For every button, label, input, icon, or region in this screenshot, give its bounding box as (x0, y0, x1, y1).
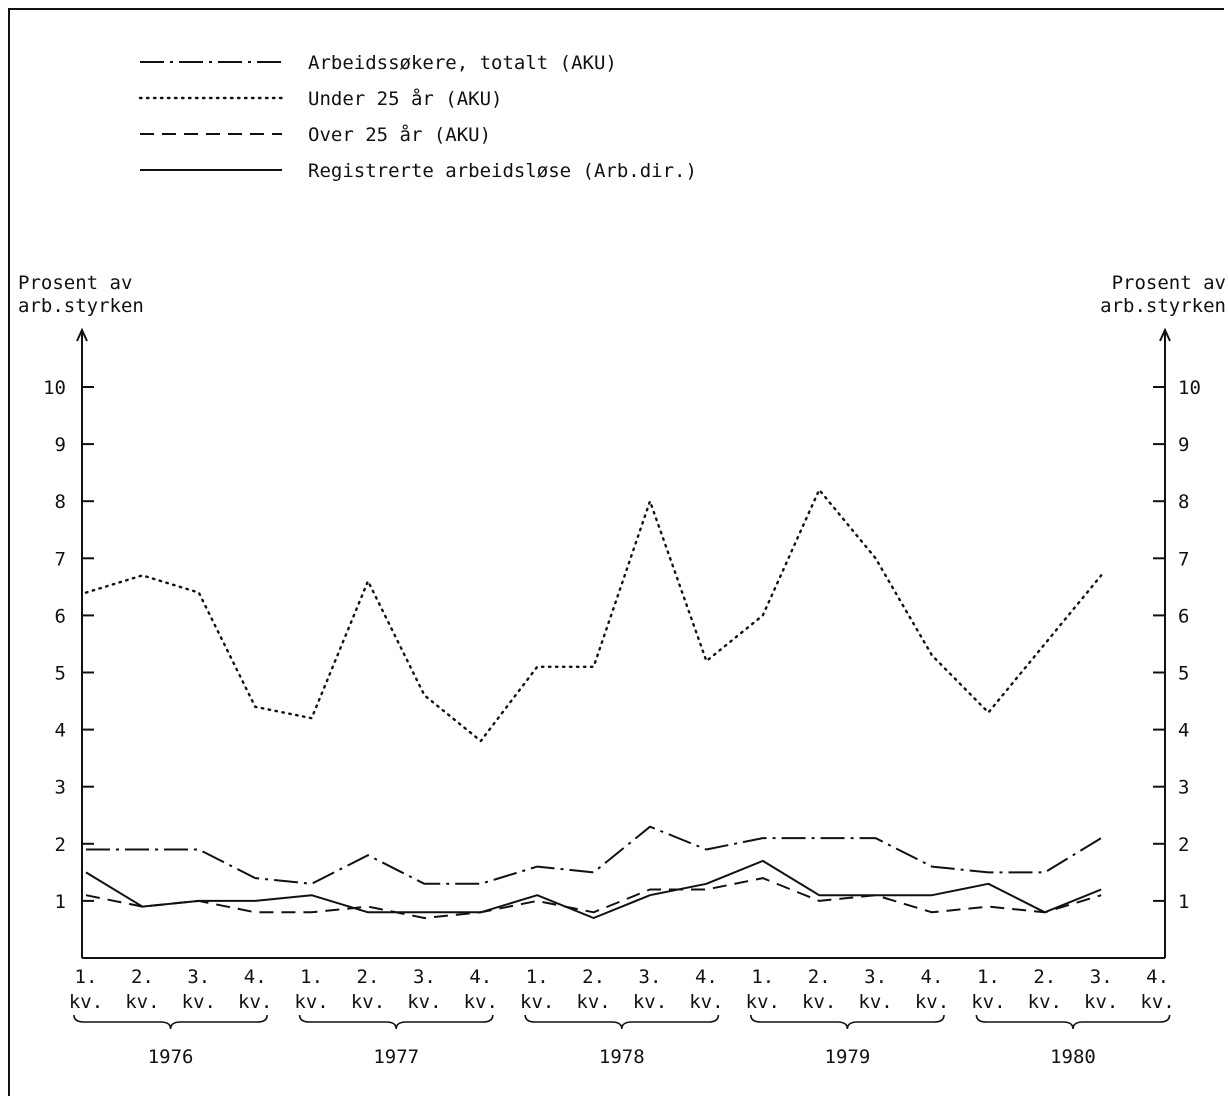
left-y-tick-label-2: 2 (55, 834, 66, 856)
chart-legend: Arbeidssøkere, totalt (AKU) Under 25 år (… (138, 52, 697, 182)
right-y-tick-label-5: 5 (1178, 663, 1189, 685)
x-tick-label-kv: kv. (407, 991, 441, 1013)
year-brace-1978 (524, 1014, 720, 1030)
series-line-registered (85, 859, 1102, 919)
x-tick-label-quarter: 4. (469, 966, 492, 988)
right-axis-title-line-2: arb.styrken (1100, 295, 1226, 317)
year-label-1976: 1976 (148, 1046, 194, 1068)
left-y-tick-label-9: 9 (55, 434, 66, 456)
year-brace-1977 (298, 1014, 494, 1030)
x-tick-label-quarter: 1. (977, 966, 1000, 988)
year-brace-1979 (750, 1014, 945, 1030)
x-tick-label-kv: kv. (294, 991, 328, 1013)
x-tick-label-kv: kv. (125, 991, 159, 1013)
x-tick-label-quarter: 2. (808, 966, 831, 988)
chart-series (84, 488, 1103, 919)
x-tick-label-quarter: 1. (300, 966, 323, 988)
legend-label-over25: Over 25 år (AKU) (308, 123, 491, 146)
series-line-total (86, 825, 1102, 885)
x-tick-label-quarter: 3. (413, 966, 436, 988)
legend-label-total: Arbeidssøkere, totalt (AKU) (308, 52, 617, 74)
x-tick-label-kv: kv. (520, 991, 554, 1013)
right-y-tick-label-1: 1 (1178, 891, 1189, 913)
x-tick-label-quarter: 2. (1033, 966, 1056, 988)
x-tick-label-quarter: 1. (526, 966, 549, 988)
x-tick-label-quarter: 2. (582, 966, 605, 988)
left-y-tick-label-8: 8 (55, 491, 66, 513)
left-y-tick-label-3: 3 (55, 777, 66, 799)
x-tick-label-quarter: 3. (1090, 966, 1113, 988)
left-axis-title-line-1: Prosent av (18, 272, 132, 294)
series-line-under25 (84, 488, 1103, 743)
x-tick-label-kv: kv. (1028, 991, 1062, 1013)
x-tick-label-quarter: 1. (751, 966, 774, 988)
right-y-tick-label-2: 2 (1178, 834, 1189, 856)
year-label-1977: 1977 (373, 1046, 419, 1068)
x-tick-label-kv: kv. (689, 991, 723, 1013)
legend-label-under25: Under 25 år (AKU) (308, 87, 502, 110)
x-tick-label-kv: kv. (576, 991, 610, 1013)
x-tick-label-kv: kv. (351, 991, 385, 1013)
x-tick-label-kv: kv. (971, 991, 1005, 1013)
right-y-tick-label-4: 4 (1178, 720, 1189, 742)
x-tick-label-kv: kv. (802, 991, 836, 1013)
x-tick-label-quarter: 3. (187, 966, 210, 988)
chart-axes: 1 1 2 2 3 3 4 4 5 5 6 6 7 7 8 8 9 9 10 10 (43, 327, 1201, 959)
x-tick-label-kv: kv. (858, 991, 892, 1013)
chart-frame (8, 8, 1224, 1096)
x-tick-label-quarter: 2. (357, 966, 380, 988)
left-y-tick-label-4: 4 (55, 720, 66, 742)
right-axis-title: Prosent av arb.styrken (1100, 272, 1226, 317)
left-y-tick-label-1: 1 (55, 891, 66, 913)
x-axis-labels: 1. kv. 2. kv. 3. kv. 4. kv. 1. kv. 2. kv. 3. kv. 4. kv.… (69, 966, 1175, 1068)
x-tick-label-quarter: 3. (864, 966, 887, 988)
left-axis-title: Prosent av arb.styrken (18, 272, 144, 317)
year-label-1980: 1980 (1050, 1046, 1096, 1068)
x-tick-label-kv: kv. (633, 991, 667, 1013)
x-tick-label-quarter: 4. (695, 966, 718, 988)
left-y-tick-label-5: 5 (55, 663, 66, 685)
x-tick-label-kv: kv. (1084, 991, 1118, 1013)
series-line-over25 (85, 877, 1102, 919)
x-tick-label-quarter: 2. (131, 966, 154, 988)
left-axis-arrow-icon (76, 327, 88, 342)
x-tick-label-kv: kv. (464, 991, 498, 1013)
x-tick-label-kv: kv. (238, 991, 272, 1013)
right-y-tick-label-8: 8 (1178, 491, 1189, 513)
right-y-tick-label-7: 7 (1178, 548, 1189, 570)
x-tick-label-kv: kv. (1140, 991, 1174, 1013)
right-axis-title-line-1: Prosent av (1112, 272, 1226, 294)
year-label-1978: 1978 (599, 1046, 645, 1068)
right-y-tick-label-9: 9 (1178, 434, 1189, 456)
left-y-tick-label-6: 6 (55, 605, 66, 627)
x-tick-label-quarter: 4. (921, 966, 944, 988)
right-axis-arrow-icon (1159, 327, 1171, 342)
right-y-tick-label-6: 6 (1178, 605, 1189, 627)
x-tick-label-kv: kv. (915, 991, 949, 1013)
x-tick-label-quarter: 4. (244, 966, 267, 988)
left-y-tick-label-7: 7 (55, 548, 66, 570)
year-brace-1976 (73, 1014, 268, 1030)
x-tick-label-quarter: 4. (1146, 966, 1169, 988)
x-tick-label-kv: kv. (182, 991, 216, 1013)
x-tick-label-kv: kv. (746, 991, 780, 1013)
left-axis-title-line-2: arb.styrken (18, 295, 144, 317)
year-label-1979: 1979 (825, 1046, 871, 1068)
x-tick-label-quarter: 1. (75, 966, 98, 988)
right-y-tick-label-3: 3 (1178, 777, 1189, 799)
x-tick-label-kv: kv. (69, 991, 103, 1013)
right-y-tick-label-10: 10 (1178, 377, 1201, 399)
legend-label-registered: Registrerte arbeidsløse (Arb.dir.) (308, 160, 697, 182)
year-brace-1980 (975, 1014, 1171, 1030)
left-y-tick-label-10: 10 (43, 377, 66, 399)
x-tick-label-quarter: 3. (639, 966, 662, 988)
